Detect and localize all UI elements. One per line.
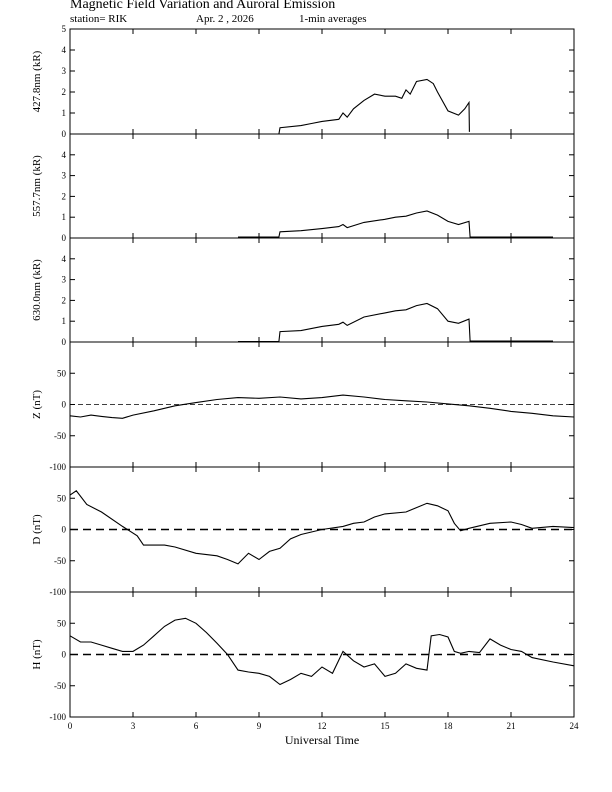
y-tick-label: 0 [62, 129, 67, 139]
series-line [238, 302, 553, 343]
y-axis-label: H (nT) [31, 639, 43, 670]
y-tick-label: 3 [62, 66, 67, 76]
x-tick-label: 6 [194, 721, 199, 731]
y-tick-label: 0 [62, 400, 67, 410]
y-tick-label: 50 [57, 618, 67, 628]
y-tick-label: 2 [62, 87, 67, 97]
panel-frame [69, 28, 575, 135]
y-tick-label: -100 [50, 462, 67, 472]
x-tick-label: 15 [381, 721, 391, 731]
y-tick-label: -100 [50, 712, 67, 722]
averaging-label: 1-min averages [299, 13, 367, 25]
series-line [69, 394, 575, 419]
x-tick-label: 9 [257, 721, 262, 731]
y-tick-label: 4 [62, 254, 67, 264]
y-tick-label: 2 [62, 295, 67, 305]
y-tick-label: 0 [62, 525, 67, 535]
series-line [69, 490, 575, 565]
y-tick-label: 0 [62, 650, 67, 660]
y-tick-label: 0 [62, 337, 67, 347]
x-tick-label: 18 [444, 721, 454, 731]
y-axis-label: 557.7nm (kR) [31, 155, 43, 217]
y-tick-label: 4 [62, 150, 67, 160]
station-label: station= RIK [70, 13, 128, 25]
y-tick-label: 0 [62, 233, 67, 243]
x-axis-label: Universal Time [285, 733, 359, 747]
y-axis-label: 630.0nm (kR) [31, 259, 43, 321]
y-axis-label: Z (nT) [31, 390, 43, 419]
y-tick-label: 2 [62, 191, 67, 201]
x-tick-label: 3 [131, 721, 136, 731]
series-line [278, 78, 470, 135]
x-tick-label: 0 [68, 721, 73, 731]
y-tick-label: -50 [54, 681, 66, 691]
y-tick-label: 4 [62, 45, 67, 55]
y-tick-label: -50 [54, 556, 66, 566]
series-line [238, 210, 553, 238]
y-tick-label: 1 [62, 212, 67, 222]
y-tick-label: 50 [57, 368, 67, 378]
y-tick-label: 1 [62, 108, 67, 118]
y-tick-label: 5 [62, 24, 67, 34]
chart-title: Magnetic Field Variation and Auroral Emi… [70, 0, 336, 12]
y-tick-label: 50 [57, 493, 67, 503]
x-tick-label: 12 [318, 721, 327, 731]
series-line [69, 617, 575, 686]
y-tick-label: 3 [62, 171, 67, 181]
y-tick-label: -50 [54, 431, 66, 441]
y-tick-label: 1 [62, 316, 67, 326]
y-tick-label: -100 [50, 587, 67, 597]
date-label: Apr. 2 , 2026 [196, 13, 254, 25]
y-axis-label: 427.8nm (kR) [31, 50, 43, 112]
y-axis-label: D (nT) [31, 514, 43, 545]
x-tick-label: 24 [570, 721, 580, 731]
y-tick-label: 3 [62, 275, 67, 285]
panel-frame [69, 133, 575, 239]
x-tick-label: 21 [507, 721, 516, 731]
